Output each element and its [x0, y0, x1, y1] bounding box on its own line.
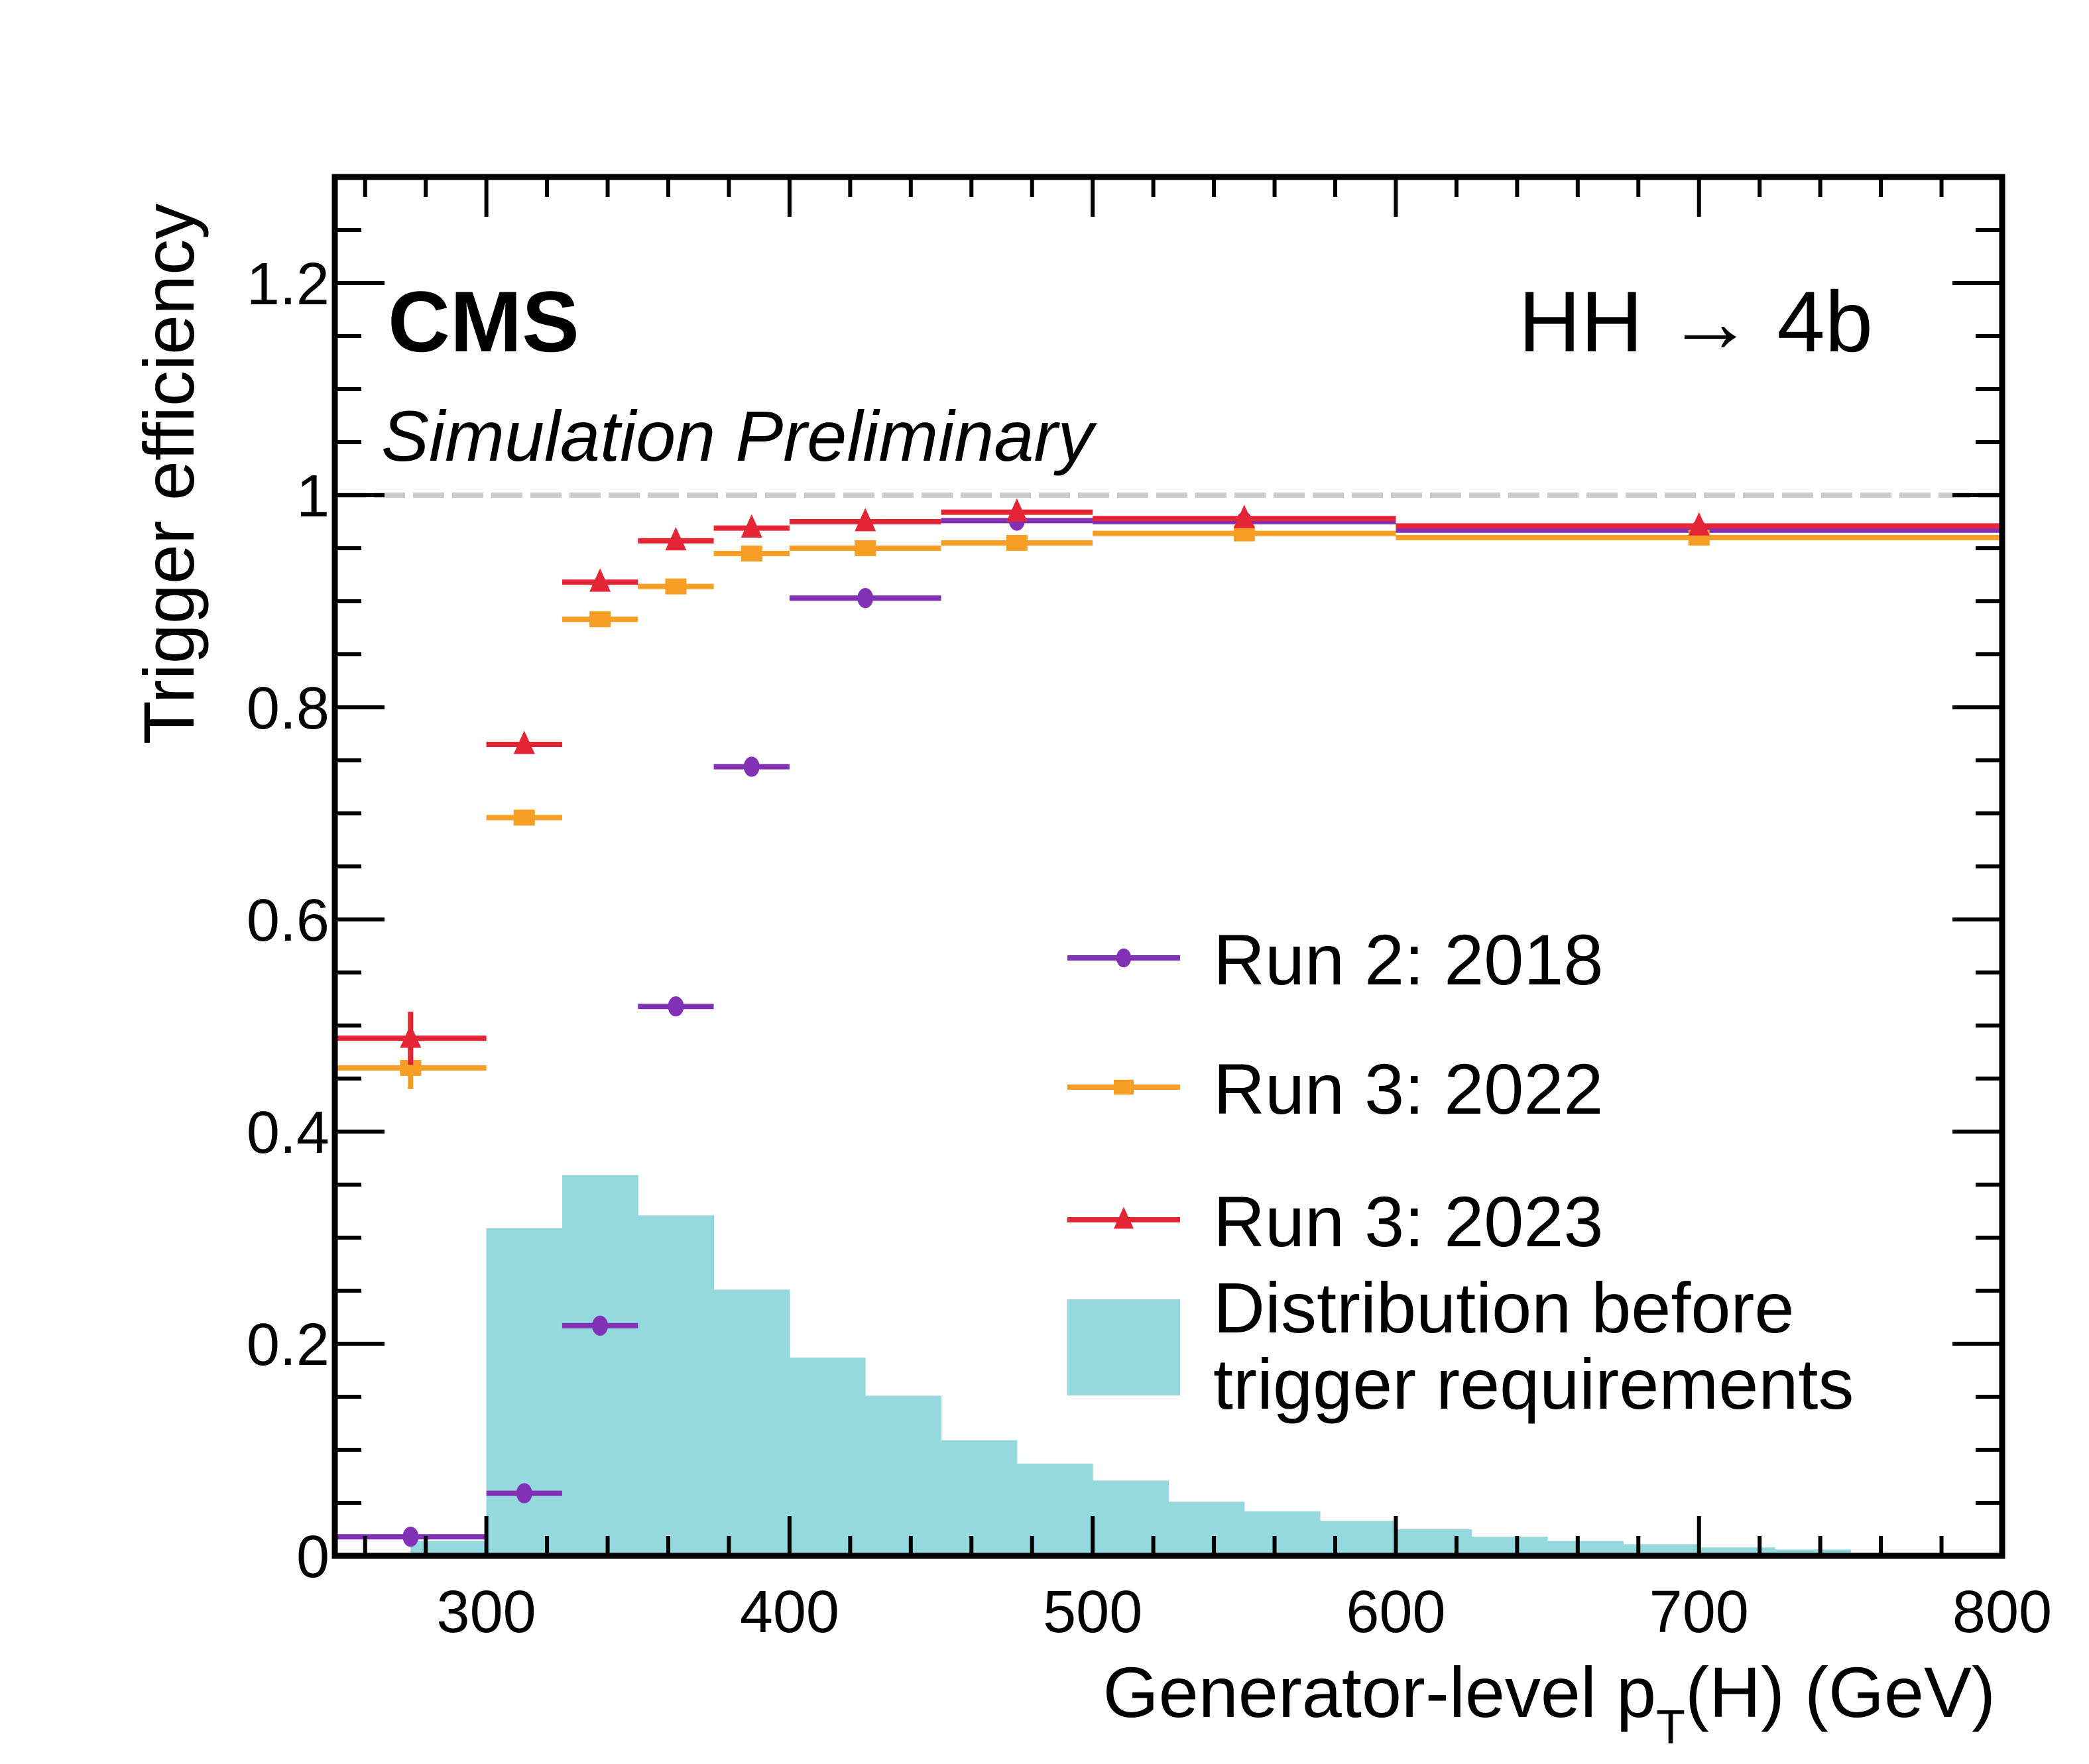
data-point [400, 1024, 422, 1048]
data-point [857, 588, 874, 609]
legend-marker [1114, 1079, 1134, 1095]
data-point [1006, 498, 1028, 522]
experiment-sublabel: Simulation Preliminary [381, 396, 1097, 476]
data-point [589, 611, 611, 628]
histogram-bar [486, 1228, 563, 1556]
x-tick-label: 300 [437, 1579, 536, 1645]
legend-entry: Run 2: 2018 [1067, 919, 1603, 1000]
histogram-bar [713, 1289, 790, 1556]
histogram-bar [1016, 1463, 1093, 1556]
histogram-bar [865, 1395, 942, 1556]
data-point [513, 731, 535, 754]
x-tick-label: 400 [740, 1579, 839, 1645]
x-tick-label: 700 [1649, 1579, 1749, 1645]
series-layer [335, 498, 2002, 1547]
y-tick-label: 0.8 [247, 676, 329, 742]
histogram-bar [1168, 1501, 1245, 1556]
data-point [855, 540, 876, 556]
x-tick-label: 500 [1043, 1579, 1142, 1645]
data-point [402, 1527, 419, 1547]
y-tick-label: 0.2 [247, 1312, 329, 1378]
histogram-bar [1320, 1521, 1396, 1556]
data-point [1688, 512, 1710, 536]
data-point [592, 1315, 609, 1336]
series-run-3-2022 [335, 525, 2002, 1089]
tick-label-layer: 300 400 500 600 700 800 0 0.2 0.4 0.6 0.8 1 1.2 [247, 251, 2052, 1645]
histogram-bar [410, 1541, 487, 1556]
x-axis-label-post: (H) (GeV) [1685, 1652, 1996, 1732]
data-point [665, 527, 687, 551]
legend-label: Distribution before [1213, 1267, 1794, 1348]
histogram-bar [941, 1440, 1018, 1556]
legend-marker [1114, 1206, 1134, 1229]
y-tick-label: 1.2 [247, 251, 329, 318]
y-tick-label: 0.4 [247, 1100, 329, 1166]
histogram-bar [1093, 1480, 1169, 1556]
data-point [516, 1483, 532, 1503]
x-tick-label: 800 [1952, 1579, 2052, 1645]
histogram-bar [1244, 1511, 1321, 1556]
series-run-3-2023 [335, 498, 2002, 1065]
legend-entry: Run 3: 2022 [1067, 1049, 1603, 1129]
data-point [513, 809, 535, 826]
legend: Run 2: 2018 Run 3: 2022 Run 3: 2023Distrib… [1067, 919, 1854, 1424]
y-axis-label: Trigger efficiency [129, 204, 209, 744]
data-point [1233, 504, 1255, 528]
histogram-bar [1471, 1537, 1548, 1556]
data-point [668, 996, 684, 1017]
legend-label: Run 2: 2018 [1213, 919, 1603, 1000]
histogram-bar [1775, 1549, 1851, 1556]
histogram-bar [1547, 1541, 1624, 1556]
x-axis-label-pre: Generator-level p [1103, 1652, 1656, 1732]
histogram-layer [410, 1175, 1851, 1556]
data-point [741, 546, 762, 561]
y-tick-label: 1 [296, 463, 329, 530]
x-axis-label-sub: T [1656, 1701, 1685, 1754]
legend-label: Run 3: 2022 [1213, 1049, 1603, 1129]
legend-swatch-histogram [1067, 1299, 1180, 1395]
process-label: HH → 4b [1518, 273, 1873, 370]
data-point [1006, 535, 1028, 551]
legend-entry: Run 3: 2023 [1067, 1181, 1603, 1262]
data-point [589, 568, 611, 592]
data-point [743, 756, 760, 777]
x-tick-label: 600 [1346, 1579, 1445, 1645]
legend-marker [1116, 948, 1132, 968]
y-tick-label: 0 [296, 1524, 329, 1590]
histogram-bar [1396, 1529, 1472, 1556]
y-tick-label: 0.6 [247, 888, 329, 954]
histogram-bar [789, 1357, 866, 1556]
experiment-label: CMS [388, 273, 579, 370]
histogram-bar [638, 1215, 715, 1556]
histogram-bar [562, 1175, 638, 1556]
legend-label: trigger requirements [1213, 1344, 1854, 1424]
data-point [665, 578, 687, 595]
legend-label: Run 3: 2023 [1213, 1181, 1603, 1262]
data-point [855, 508, 876, 532]
x-axis-label: Generator-level pT(H) (GeV) [1103, 1652, 1996, 1754]
ticks-layer [335, 175, 2004, 1558]
data-point [741, 514, 762, 538]
